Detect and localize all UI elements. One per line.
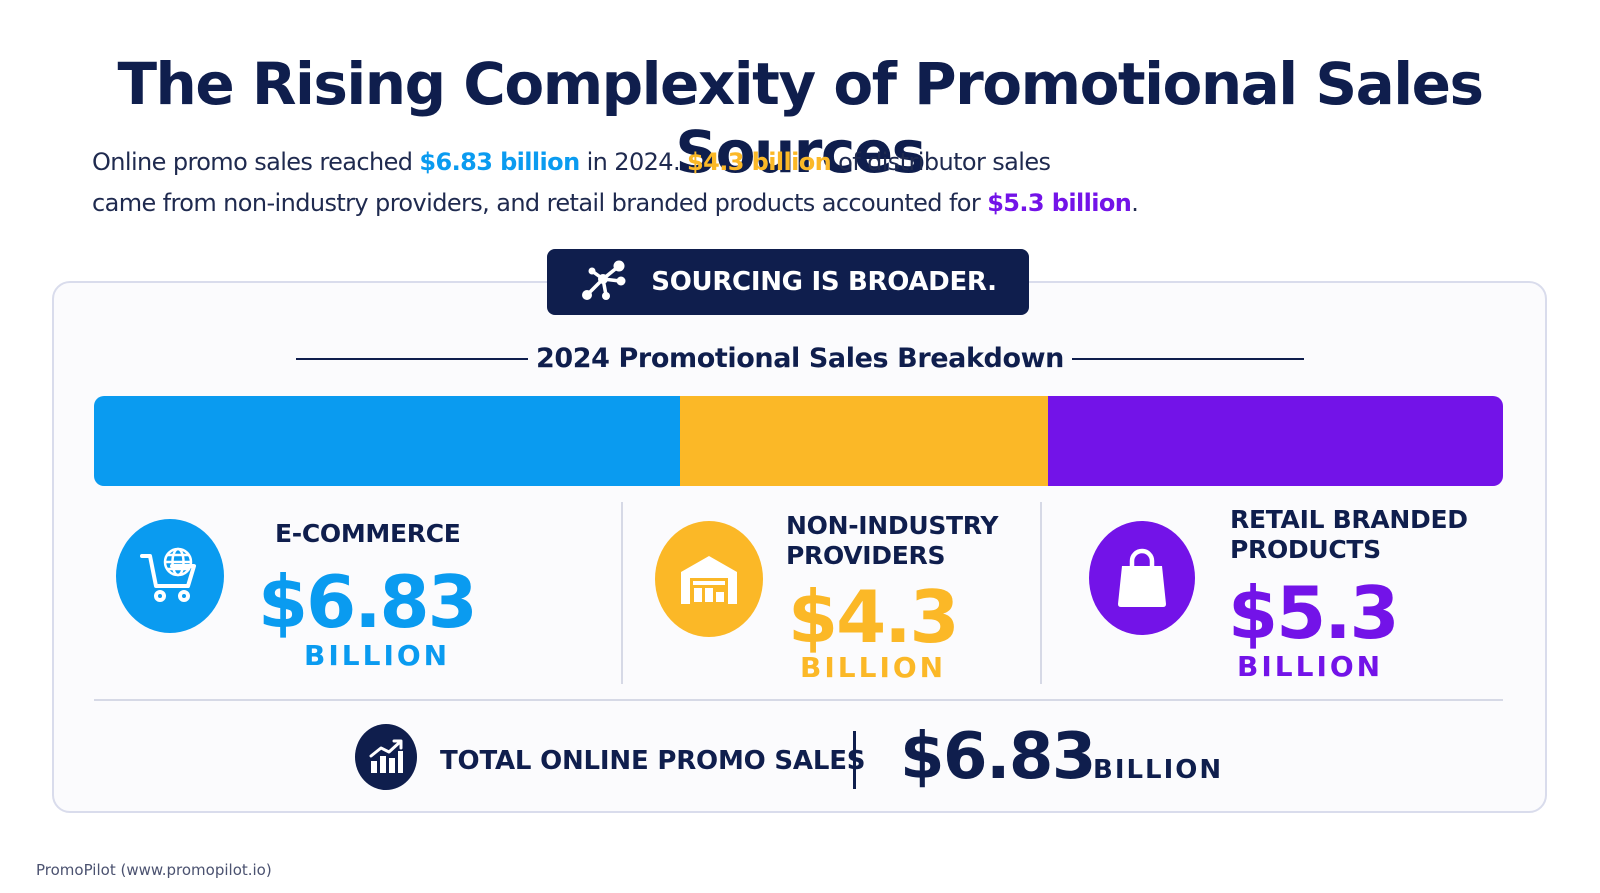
total-value: $6.83 [900, 720, 1096, 794]
card-label-nonindustry-1: NON-INDUSTRY [786, 511, 999, 540]
network-nodes-icon [579, 259, 629, 305]
subtitle-text: of distributor sales [831, 148, 1051, 176]
card-label-ecommerce: E-COMMERCE [275, 519, 461, 548]
card-label-retail-1: RETAIL BRANDED [1230, 505, 1468, 534]
source-footer: PromoPilot (www.promopilot.io) [36, 861, 272, 879]
title-rule-left [296, 358, 528, 360]
card-label-retail-2: PRODUCTS [1230, 535, 1381, 564]
subtitle: Online promo sales reached $6.83 billion… [92, 142, 1192, 224]
bar-segment-retail-branded-products [1048, 396, 1503, 486]
breakdown-panel [52, 281, 1547, 813]
total-label: TOTAL ONLINE PROMO SALES [440, 746, 866, 776]
subtitle-highlight-ecommerce: $6.83 billion [419, 148, 580, 176]
total-unit: BILLION [1093, 755, 1224, 785]
card-unit-nonindustry: BILLION [800, 651, 947, 684]
subtitle-highlight-nonindustry: $4.3 billion [687, 148, 832, 176]
card-unit-ecommerce: BILLION [304, 639, 451, 672]
subtitle-text: . [1131, 189, 1139, 217]
total-divider [94, 699, 1503, 701]
shopping-cart-globe-icon [116, 519, 224, 633]
subtitle-text: came from non-industry providers, and re… [92, 189, 988, 217]
chart-title: 2024 Promotional Sales Breakdown [535, 343, 1065, 374]
column-divider [621, 502, 623, 684]
badge-label: SOURCING IS BROADER. [651, 267, 997, 297]
shopping-bag-icon [1089, 521, 1195, 635]
page-title: The Rising Complexity of Promotional Sal… [117, 50, 1484, 186]
bar-segment-e-commerce [94, 396, 680, 486]
column-divider [1040, 502, 1042, 684]
warehouse-icon [655, 521, 763, 637]
subtitle-text: in 2024. [579, 148, 688, 176]
card-label-nonindustry-2: PROVIDERS [786, 541, 946, 570]
growth-chart-icon [355, 724, 417, 790]
card-value-nonindustry: $4.3 [788, 575, 960, 659]
card-value-retail: $5.3 [1228, 571, 1400, 655]
total-separator [853, 731, 856, 789]
sourcing-badge: SOURCING IS BROADER. [547, 249, 1029, 315]
subtitle-text: Online promo sales reached [92, 148, 420, 176]
bar-segment-non-industry-providers [679, 396, 1049, 486]
card-value-ecommerce: $6.83 [258, 560, 478, 644]
stacked-bar [94, 396, 1503, 486]
subtitle-highlight-retail: $5.3 billion [987, 189, 1132, 217]
title-rule-right [1072, 358, 1304, 360]
card-unit-retail: BILLION [1237, 650, 1384, 683]
